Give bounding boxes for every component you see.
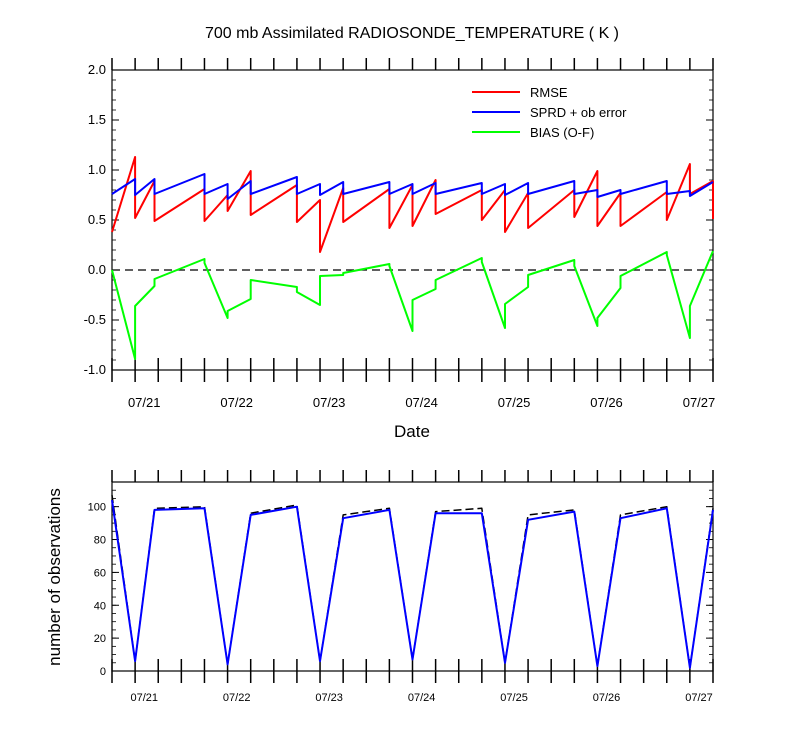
y-tick-label: 100	[88, 502, 106, 514]
x-tick-label: 07/23	[313, 395, 346, 410]
top-y-axis: 2.0 1.5 1.0 0.5 0.0 -0.5 -1.0	[84, 62, 713, 377]
x-tick-label: 07/27	[683, 395, 716, 410]
y-tick-label: -1.0	[84, 362, 106, 377]
y-tick-label: 0	[100, 666, 106, 678]
y-tick-label: 0.0	[88, 262, 106, 277]
y-tick-label: 60	[94, 567, 106, 579]
legend-label: SPRD + ob error	[530, 105, 627, 120]
y-tick-label: 40	[94, 600, 106, 612]
x-tick-label: 07/26	[593, 692, 621, 704]
y-tick-label: 20	[94, 633, 106, 645]
x-tick-label: 07/24	[408, 692, 436, 704]
series-line-rmse	[111, 156, 714, 253]
y-tick-label: 80	[94, 535, 106, 547]
top-chart: 700 mb Assimilated RADIOSONDE_TEMPERATUR…	[84, 25, 716, 441]
y-tick-label: 2.0	[88, 62, 106, 77]
y-tick-label: -0.5	[84, 312, 106, 327]
x-tick-label: 07/22	[220, 395, 253, 410]
series-line-bias-o-f	[111, 250, 714, 360]
y-axis-title: number of observations	[45, 488, 64, 666]
y-tick-label: 0.5	[88, 212, 106, 227]
x-tick-label: 07/27	[685, 692, 713, 704]
bottom-x-axis: 07/21 07/22 07/23 07/24 07/25 07/26 07/27	[111, 470, 714, 704]
x-tick-label: 07/25	[500, 692, 528, 704]
series-line-sprd-ob-error	[111, 173, 714, 200]
top-series-group	[111, 156, 714, 360]
series-line-series-1	[111, 499, 714, 669]
x-tick-label: 07/22	[223, 692, 251, 704]
x-tick-label: 07/21	[128, 395, 161, 410]
x-tick-label: 07/26	[590, 395, 623, 410]
legend-label: BIAS (O-F)	[530, 125, 594, 140]
x-axis-title: Date	[394, 422, 430, 441]
x-tick-label: 07/25	[498, 395, 531, 410]
legend: RMSE SPRD + ob error BIAS (O-F)	[472, 85, 627, 140]
x-tick-label: 07/24	[405, 395, 438, 410]
legend-label: RMSE	[530, 85, 568, 100]
chart-title: 700 mb Assimilated RADIOSONDE_TEMPERATUR…	[205, 25, 619, 42]
top-x-axis: 07/21 07/22 07/23 07/24 07/25 07/26 07/27	[111, 58, 716, 410]
y-tick-label: 1.5	[88, 112, 106, 127]
x-tick-label: 07/21	[130, 692, 158, 704]
bottom-series-group	[111, 494, 714, 669]
y-tick-label: 1.0	[88, 162, 106, 177]
x-tick-label: 07/23	[315, 692, 343, 704]
